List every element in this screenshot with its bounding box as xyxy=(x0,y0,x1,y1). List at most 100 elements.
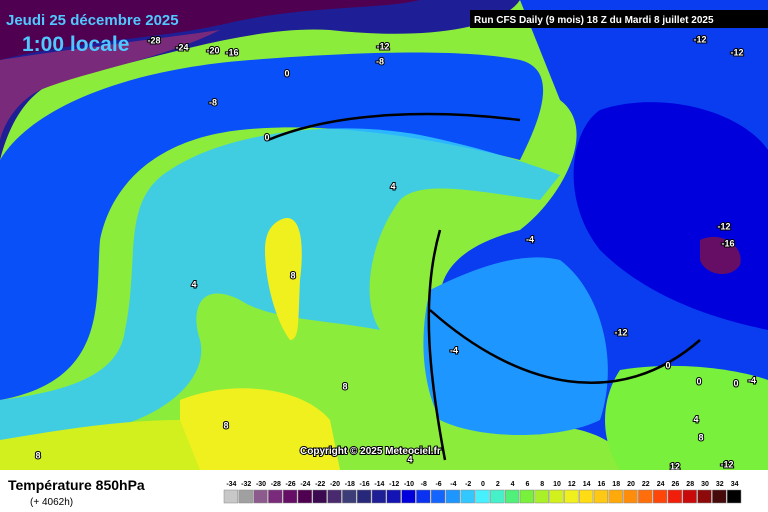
legend-label: -34 xyxy=(226,481,236,488)
legend-label: 6 xyxy=(525,481,529,488)
contour-label: -4 xyxy=(748,375,756,385)
legend-label: -26 xyxy=(286,481,296,488)
run-info: Run CFS Daily (9 mois) 18 Z du Mardi 8 j… xyxy=(474,15,714,26)
legend-swatch xyxy=(534,489,549,504)
legend-label: 24 xyxy=(657,481,665,488)
legend-label: -10 xyxy=(404,481,414,488)
legend-label: 10 xyxy=(553,481,561,488)
contour-label: 0 xyxy=(733,378,738,388)
legend-swatch xyxy=(238,489,253,504)
contour-label: -20 xyxy=(206,45,219,55)
legend-label: -8 xyxy=(421,481,427,488)
legend-label: -20 xyxy=(330,481,340,488)
legend-swatch xyxy=(652,489,668,504)
contour-label: -16 xyxy=(225,47,238,57)
contour-label: 0 xyxy=(264,132,269,142)
legend-swatch xyxy=(268,489,283,504)
contour-label: -8 xyxy=(209,97,217,107)
legend-swatch xyxy=(726,489,742,504)
contour-label: -24 xyxy=(175,42,188,52)
legend-swatch xyxy=(460,489,475,504)
legend-label: 2 xyxy=(496,481,500,488)
legend-swatch xyxy=(667,489,683,504)
legend-label: 12 xyxy=(568,481,576,488)
legend-swatch xyxy=(401,489,416,504)
legend-label: 8 xyxy=(540,481,544,488)
legend-swatch xyxy=(490,489,505,504)
legend-swatch xyxy=(386,489,401,504)
legend-label: 20 xyxy=(627,481,635,488)
legend-label: 26 xyxy=(672,481,680,488)
legend-label: -4 xyxy=(450,481,456,488)
legend-swatch xyxy=(223,489,239,504)
contour-label: -28 xyxy=(147,35,160,45)
contour-label: -12 xyxy=(693,34,706,44)
copyright: Copyright © 2025 Meteociel.fr xyxy=(300,446,441,457)
contour-label: 4 xyxy=(390,181,395,191)
contour-label: 12 xyxy=(670,461,680,471)
legend-swatch xyxy=(504,489,520,504)
legend-swatch xyxy=(564,489,579,504)
legend: -34 -32 -30 -28 -26 -24 -22 -20 -18 -16 -14 -12 -10-… xyxy=(223,481,742,504)
contour-label: -12 xyxy=(376,41,389,51)
contour-label: 8 xyxy=(35,450,40,460)
legend-swatch xyxy=(430,489,446,504)
legend-swatch xyxy=(356,489,372,504)
contour-label: -4 xyxy=(526,234,534,244)
contour-label: -12 xyxy=(614,327,627,337)
legend-label: 18 xyxy=(612,481,620,488)
footer-title: Température 850hPa xyxy=(8,477,145,493)
legend-swatch xyxy=(697,489,712,504)
contour-label: -12 xyxy=(717,221,730,231)
contour-label: 4 xyxy=(191,279,196,289)
legend-swatch xyxy=(593,489,609,504)
legend-label: 30 xyxy=(701,481,709,488)
legend-label: -12 xyxy=(389,481,399,488)
legend-label: -6 xyxy=(435,481,441,488)
legend-label: 34 xyxy=(731,481,739,488)
legend-label: -32 xyxy=(241,481,251,488)
legend-swatch xyxy=(638,489,653,504)
legend-label: 4 xyxy=(511,481,515,488)
legend-swatch xyxy=(519,489,535,504)
legend-label: -24 xyxy=(300,481,310,488)
legend-swatch xyxy=(578,489,594,504)
legend-swatch xyxy=(445,489,461,504)
legend-label: 22 xyxy=(642,481,650,488)
legend-label: -16 xyxy=(360,481,370,488)
legend-label: 28 xyxy=(686,481,694,488)
legend-swatch xyxy=(282,489,298,504)
forecast-date: Jeudi 25 décembre 2025 xyxy=(6,12,179,29)
legend-swatch xyxy=(312,489,327,504)
contour-label: 8 xyxy=(342,381,347,391)
contour-label: -4 xyxy=(450,345,458,355)
forecast-time: 1:00 locale xyxy=(22,33,129,56)
legend-swatch xyxy=(416,489,431,504)
contour-label: 8 xyxy=(698,432,703,442)
contour-label: 0 xyxy=(696,376,701,386)
legend-swatch xyxy=(253,489,268,504)
contour-label: -12 xyxy=(730,47,743,57)
contour-label: 0 xyxy=(284,68,289,78)
run-box xyxy=(470,10,768,28)
legend-label: -22 xyxy=(315,481,325,488)
legend-swatch xyxy=(549,489,564,504)
contour-label: 8 xyxy=(223,420,228,430)
contour-label: 0 xyxy=(665,360,670,370)
legend-swatch xyxy=(327,489,342,504)
contour-label: -8 xyxy=(376,56,384,66)
legend-swatch xyxy=(623,489,638,504)
legend-label: 32 xyxy=(716,481,724,488)
temperature-field xyxy=(0,0,768,470)
legend-swatch xyxy=(712,489,727,504)
contour-label: 8 xyxy=(290,270,295,280)
legend-label: -18 xyxy=(345,481,355,488)
contour-label: -16 xyxy=(721,238,734,248)
legend-label: -2 xyxy=(465,481,471,488)
legend-swatch xyxy=(297,489,313,504)
footer-subtitle: (+ 4062h) xyxy=(30,497,73,508)
legend-swatch xyxy=(682,489,697,504)
legend-label: -30 xyxy=(256,481,266,488)
